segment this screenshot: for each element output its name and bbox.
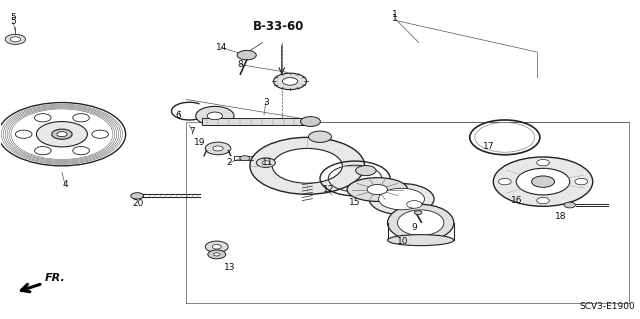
Circle shape: [273, 73, 307, 90]
Circle shape: [208, 250, 226, 259]
Circle shape: [499, 178, 511, 185]
Text: 7: 7: [189, 127, 195, 136]
Circle shape: [537, 160, 549, 166]
Circle shape: [92, 130, 108, 138]
Ellipse shape: [379, 188, 424, 210]
Circle shape: [537, 197, 549, 204]
Circle shape: [237, 50, 256, 60]
Text: 17: 17: [483, 142, 495, 151]
Text: 12: 12: [323, 185, 334, 194]
Text: 5: 5: [10, 18, 16, 26]
Circle shape: [207, 112, 223, 120]
Text: 6: 6: [175, 111, 181, 120]
Circle shape: [308, 131, 332, 142]
Text: 16: 16: [511, 196, 522, 205]
Circle shape: [15, 130, 32, 138]
Circle shape: [10, 37, 20, 42]
Circle shape: [367, 184, 388, 195]
Circle shape: [256, 158, 275, 167]
Text: 19: 19: [195, 137, 206, 147]
Text: 14: 14: [216, 43, 227, 52]
Circle shape: [356, 166, 376, 176]
Text: 18: 18: [555, 212, 566, 221]
Circle shape: [493, 157, 593, 206]
Circle shape: [36, 122, 88, 147]
Circle shape: [250, 137, 365, 194]
Circle shape: [35, 114, 51, 122]
Text: 4: 4: [62, 180, 68, 189]
Circle shape: [205, 241, 228, 252]
Circle shape: [272, 148, 342, 183]
Ellipse shape: [347, 178, 408, 201]
Circle shape: [532, 176, 554, 187]
Text: 5: 5: [10, 13, 16, 22]
Text: 9: 9: [412, 223, 417, 232]
Text: 1: 1: [392, 14, 398, 23]
Circle shape: [0, 103, 125, 166]
Ellipse shape: [388, 235, 454, 246]
Text: FR.: FR.: [45, 273, 65, 283]
Circle shape: [212, 245, 221, 249]
Ellipse shape: [397, 210, 444, 236]
Text: 8: 8: [237, 60, 243, 69]
Circle shape: [196, 106, 234, 125]
Circle shape: [5, 34, 26, 44]
Text: 13: 13: [224, 263, 236, 271]
Circle shape: [516, 168, 570, 195]
Text: 15: 15: [349, 198, 361, 207]
Text: SCV3-E1900: SCV3-E1900: [580, 302, 636, 311]
Ellipse shape: [369, 183, 434, 214]
Circle shape: [575, 178, 588, 185]
Text: B-33-60: B-33-60: [253, 20, 304, 33]
Circle shape: [414, 211, 422, 214]
Circle shape: [35, 146, 51, 155]
Text: 1: 1: [392, 11, 398, 19]
Ellipse shape: [388, 204, 454, 241]
Circle shape: [262, 161, 269, 165]
Circle shape: [205, 142, 231, 155]
Circle shape: [52, 129, 72, 139]
Circle shape: [406, 201, 422, 208]
Circle shape: [131, 193, 143, 199]
Circle shape: [73, 114, 90, 122]
Circle shape: [73, 146, 90, 155]
Circle shape: [282, 78, 298, 85]
Text: 10: 10: [397, 237, 408, 246]
Text: 11: 11: [262, 158, 273, 167]
Circle shape: [301, 117, 321, 127]
FancyBboxPatch shape: [202, 118, 310, 125]
Text: 20: 20: [132, 199, 144, 208]
Circle shape: [214, 253, 220, 256]
Circle shape: [213, 146, 223, 151]
Circle shape: [240, 156, 250, 161]
Text: 3: 3: [263, 98, 269, 107]
Circle shape: [564, 202, 575, 208]
Circle shape: [57, 132, 67, 137]
Text: 2: 2: [227, 158, 232, 167]
